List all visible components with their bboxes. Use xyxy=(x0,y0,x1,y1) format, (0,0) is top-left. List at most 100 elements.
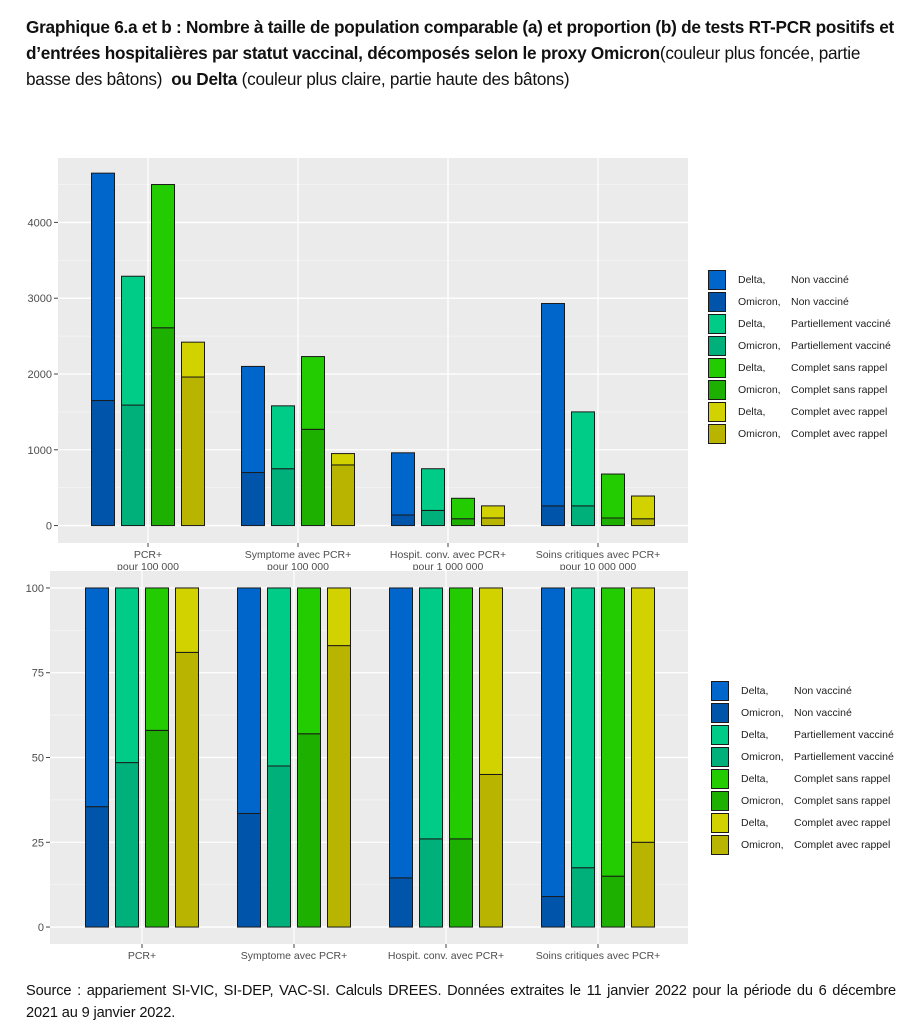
bar-delta-segment xyxy=(121,275,145,406)
x-tick-label: Hospit. conv. avec PCR+ xyxy=(390,549,506,561)
x-tick-label: Symptome avec PCR+ xyxy=(245,549,352,561)
bar-omicron-segment xyxy=(327,645,351,928)
bar-delta-segment xyxy=(571,411,595,507)
bar-omicron-segment xyxy=(601,517,625,527)
y-tick-label: 3000 xyxy=(28,293,52,305)
bar-omicron-segment xyxy=(241,472,265,527)
bar-delta-segment xyxy=(419,587,443,840)
legend-item: Delta, Partiellement vacciné xyxy=(708,314,908,336)
legend-chart-b: Delta, Non vacciné Omicron, Non vacciné Delt… xyxy=(711,681,911,861)
title-bold-part-1: Graphique 6.a et b : Nombre à taille de … xyxy=(26,17,895,63)
legend-variant-label: Omicron, xyxy=(738,384,781,396)
bar-delta-segment xyxy=(327,587,351,647)
bar-omicron-segment xyxy=(151,327,175,527)
bar-delta-segment xyxy=(601,587,625,877)
bar-omicron-segment xyxy=(571,867,595,928)
bar-delta-segment xyxy=(479,587,503,775)
legend-variant-label: Delta, xyxy=(741,817,769,829)
legend-variant-label: Delta, xyxy=(738,274,766,286)
bar-omicron-segment xyxy=(145,729,169,928)
bar-delta-segment xyxy=(449,587,473,840)
bar-omicron-segment xyxy=(267,765,291,928)
bar-omicron-segment xyxy=(331,464,355,527)
bar-delta-segment xyxy=(241,365,265,474)
legend-status-label: Complet sans rappel xyxy=(794,773,891,785)
bar-delta-segment xyxy=(541,303,565,507)
bar-omicron-segment xyxy=(297,733,321,928)
legend-status-label: Partiellement vacciné xyxy=(791,340,891,352)
x-tick-label: Soins critiques avec PCR+ xyxy=(536,950,661,962)
bar-omicron-segment xyxy=(449,838,473,928)
legend-swatch xyxy=(708,270,726,290)
bar-omicron-segment xyxy=(301,428,325,527)
legend-status-label: Non vacciné xyxy=(791,274,849,286)
bar-delta-segment xyxy=(91,172,115,402)
y-tick-label: 4000 xyxy=(28,217,52,229)
legend-swatch xyxy=(711,769,729,789)
source-note: Source : appariement SI-VIC, SI-DEP, VAC… xyxy=(26,983,896,1021)
bar-delta-segment xyxy=(631,495,655,520)
bar-omicron-segment xyxy=(237,812,261,928)
legend-item: Delta, Complet sans rappel xyxy=(708,358,908,380)
y-tick-label: 25 xyxy=(32,837,44,849)
legend-status-label: Complet avec rappel xyxy=(794,839,891,851)
x-tick-label: PCR+ xyxy=(134,549,162,561)
bar-omicron-segment xyxy=(479,773,503,928)
legend-variant-label: Delta, xyxy=(741,685,769,697)
bar-omicron-segment xyxy=(91,400,115,527)
bar-omicron-segment xyxy=(541,896,565,928)
title-normal-part-2: (couleur plus claire, partie haute des b… xyxy=(241,69,570,89)
legend-item: Omicron, Complet avec rappel xyxy=(708,424,908,446)
y-tick-label: 75 xyxy=(32,668,44,680)
legend-item: Delta, Complet sans rappel xyxy=(711,769,911,791)
bar-omicron-segment xyxy=(451,518,475,527)
legend-status-label: Complet avec rappel xyxy=(791,406,888,418)
legend-status-label: Complet sans rappel xyxy=(791,384,888,396)
bar-delta-segment xyxy=(541,587,565,898)
x-tick-label: pour 100 000 xyxy=(117,561,179,570)
legend-status-label: Non vacciné xyxy=(794,685,852,697)
legend-variant-label: Omicron, xyxy=(738,296,781,308)
bar-delta-segment xyxy=(297,587,321,735)
bar-delta-segment xyxy=(181,341,205,378)
x-tick-label: PCR+ xyxy=(128,950,156,962)
bar-delta-segment xyxy=(571,587,595,869)
bar-delta-segment xyxy=(267,587,291,767)
legend-status-label: Non vacciné xyxy=(794,707,852,719)
legend-swatch xyxy=(711,681,729,701)
bar-delta-segment xyxy=(151,184,175,329)
bar-delta-segment xyxy=(481,505,505,519)
bar-delta-segment xyxy=(301,356,325,430)
y-tick-label: 100 xyxy=(26,583,44,595)
figure-title: Graphique 6.a et b : Nombre à taille de … xyxy=(26,14,906,92)
title-bold-part-2: ou Delta xyxy=(171,69,238,89)
bar-delta-segment xyxy=(421,468,445,511)
bar-omicron-segment xyxy=(571,505,595,527)
legend-status-label: Complet avec rappel xyxy=(794,817,891,829)
legend-swatch xyxy=(708,314,726,334)
legend-swatch xyxy=(708,380,726,400)
bar-omicron-segment xyxy=(631,518,655,527)
legend-item: Delta, Non vacciné xyxy=(708,270,908,292)
x-tick-label: pour 100 000 xyxy=(267,561,329,570)
bar-omicron-segment xyxy=(389,877,413,928)
bar-delta-segment xyxy=(331,453,355,466)
bar-omicron-segment xyxy=(391,514,415,527)
legend-status-label: Partiellement vacciné xyxy=(794,729,894,741)
bar-delta-segment xyxy=(85,587,109,808)
legend-item: Omicron, Complet sans rappel xyxy=(711,791,911,813)
x-tick-label: pour 1 000 000 xyxy=(413,561,484,570)
legend-status-label: Complet sans rappel xyxy=(791,362,888,374)
bar-omicron-segment xyxy=(115,762,139,928)
y-tick-label: 1000 xyxy=(28,445,52,457)
legend-item: Delta, Complet avec rappel xyxy=(711,813,911,835)
x-tick-label: Hospit. conv. avec PCR+ xyxy=(388,950,504,962)
legend-variant-label: Omicron, xyxy=(738,428,781,440)
legend-swatch xyxy=(708,336,726,356)
legend-swatch xyxy=(708,358,726,378)
bar-omicron-segment xyxy=(85,806,109,928)
bar-delta-segment xyxy=(145,587,169,731)
bar-omicron-segment xyxy=(419,838,443,928)
y-tick-label: 50 xyxy=(32,753,44,765)
